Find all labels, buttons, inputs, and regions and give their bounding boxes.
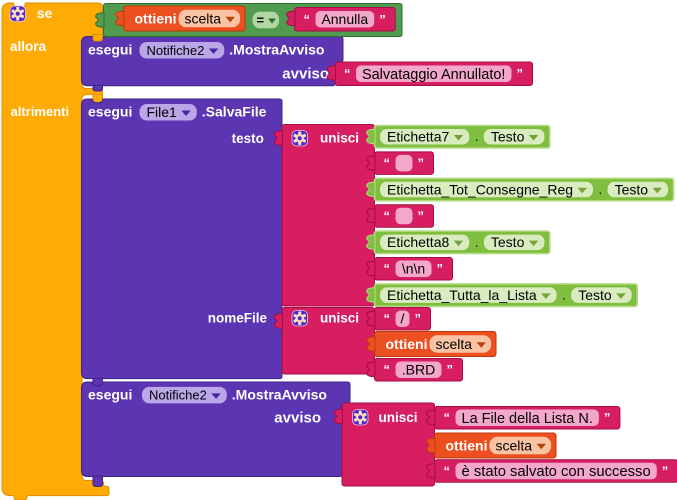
- svg-text:Notifiche2: Notifiche2: [147, 43, 205, 58]
- svg-text:“: “: [384, 208, 391, 223]
- svg-text:”: ”: [379, 12, 386, 27]
- svg-text:testo: testo: [232, 131, 264, 146]
- svg-text:“: “: [344, 66, 351, 81]
- svg-text:”: ”: [418, 208, 425, 223]
- svg-text:Salvataggio Annullato!: Salvataggio Annullato!: [362, 67, 506, 83]
- svg-text:“: “: [384, 261, 391, 276]
- svg-text:.: .: [475, 234, 479, 250]
- svg-text:Testo: Testo: [491, 129, 525, 145]
- svg-text:nomeFile: nomeFile: [208, 311, 268, 326]
- svg-text:”: ”: [437, 261, 444, 276]
- svg-text:=: =: [257, 13, 265, 28]
- svg-text:“: “: [304, 12, 311, 27]
- svg-text:altrimenti: altrimenti: [11, 104, 70, 119]
- svg-text:Notifiche2: Notifiche2: [149, 388, 207, 403]
- svg-text:esegui: esegui: [88, 387, 132, 403]
- svg-text:“: “: [384, 362, 391, 377]
- svg-text:.MostraAvviso: .MostraAvviso: [229, 42, 324, 58]
- svg-text:Testo: Testo: [491, 234, 525, 250]
- svg-text:esegui: esegui: [88, 42, 132, 58]
- svg-text:scelta: scelta: [496, 437, 533, 453]
- svg-text:Testo: Testo: [615, 182, 649, 198]
- svg-text:esegui: esegui: [88, 104, 132, 120]
- svg-text:\n\n: \n\n: [402, 261, 425, 277]
- svg-text:unisci: unisci: [320, 311, 359, 326]
- svg-text:”: ”: [517, 66, 524, 81]
- svg-text:unisci: unisci: [320, 131, 359, 146]
- svg-text:Etichetta_Tot_Consegne_Reg: Etichetta_Tot_Consegne_Reg: [387, 182, 573, 198]
- svg-text:scelta: scelta: [436, 336, 473, 352]
- svg-text:Etichetta_Tutta_la_Lista: Etichetta_Tutta_la_Lista: [387, 287, 537, 303]
- svg-text:La File della Lista N.: La File della Lista N.: [462, 411, 593, 427]
- svg-text:.: .: [562, 287, 566, 303]
- svg-text:.: .: [475, 128, 479, 144]
- svg-text:“: “: [384, 311, 391, 326]
- svg-text:avviso: avviso: [282, 66, 329, 83]
- svg-text:ottieni: ottieni: [446, 438, 488, 454]
- svg-text:avviso: avviso: [274, 410, 321, 427]
- svg-text:Etichetta8: Etichetta8: [387, 234, 449, 250]
- svg-text:scelta: scelta: [185, 10, 222, 26]
- svg-text:”: ”: [418, 156, 425, 171]
- svg-text:“: “: [384, 156, 391, 171]
- svg-text:se: se: [37, 5, 53, 21]
- svg-text:”: ”: [447, 362, 454, 377]
- svg-text:“: “: [444, 410, 451, 425]
- svg-text:File1: File1: [147, 104, 178, 120]
- svg-text:Annulla: Annulla: [321, 11, 368, 27]
- svg-text:.: .: [599, 181, 603, 197]
- svg-text:ottieni: ottieni: [135, 11, 177, 27]
- svg-text:Testo: Testo: [578, 287, 612, 303]
- svg-text:”: ”: [415, 311, 422, 326]
- svg-text:”: ”: [604, 410, 611, 425]
- svg-text:.SalvaFile: .SalvaFile: [202, 104, 267, 120]
- svg-text:ottieni: ottieni: [386, 336, 428, 352]
- svg-text:”: ”: [662, 464, 669, 479]
- svg-text:unisci: unisci: [379, 410, 418, 425]
- svg-text:allora: allora: [10, 39, 47, 54]
- svg-text:è stato salvato con successo: è stato salvato con successo: [462, 464, 651, 480]
- svg-text:.BRD: .BRD: [402, 362, 435, 378]
- svg-text:.MostraAvviso: .MostraAvviso: [232, 387, 327, 403]
- svg-text:/: /: [401, 311, 405, 327]
- svg-text:“: “: [444, 464, 451, 479]
- svg-text:Etichetta7: Etichetta7: [387, 129, 449, 145]
